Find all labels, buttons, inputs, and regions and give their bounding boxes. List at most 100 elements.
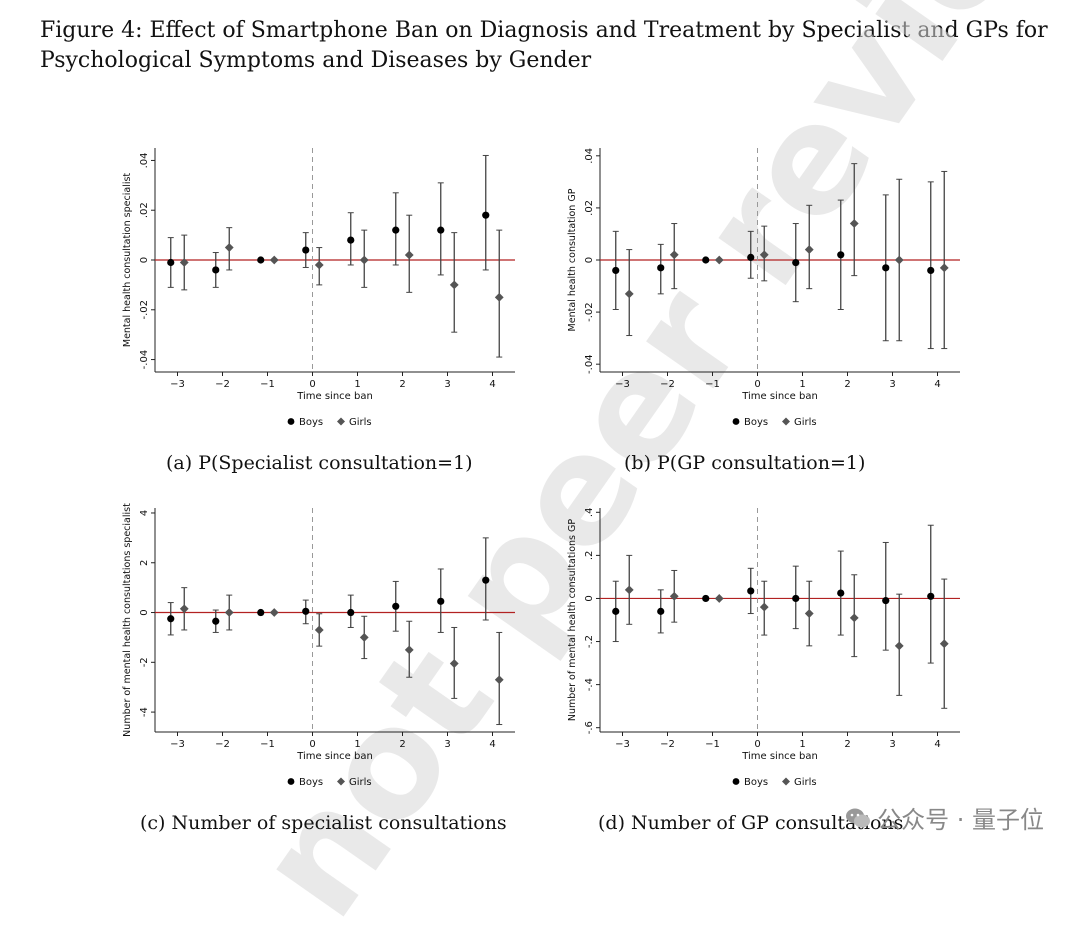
legend-girls-label: Girls xyxy=(349,777,372,788)
point-girls xyxy=(714,255,724,265)
point-boys xyxy=(167,258,175,267)
legend: Boys Girls xyxy=(732,777,817,788)
legend: Boys Girls xyxy=(732,417,817,428)
legend-boys-label: Boys xyxy=(299,417,323,428)
x-axis-label: Time since ban xyxy=(741,751,818,762)
x-tick-label: −1 xyxy=(260,739,275,750)
x-tick-label: −2 xyxy=(215,739,230,750)
y-tick-label: -.6 xyxy=(584,721,595,734)
y-tick-label: -.04 xyxy=(139,350,150,370)
legend-girls-label: Girls xyxy=(794,417,817,428)
y-tick-label: 2 xyxy=(139,560,150,566)
y-tick-label: .04 xyxy=(139,152,150,168)
figure-title: Figure 4: Effect of Smartphone Ban on Di… xyxy=(40,18,1048,73)
y-tick-label: .04 xyxy=(584,148,595,164)
x-axis-label: Time since ban xyxy=(296,391,373,402)
legend-girls-marker xyxy=(337,777,345,786)
chart-plot-specialist-count: -4 -2 0 2 4 −3 −2 −1 0 1 2 3 4 Time since ban Number o… xyxy=(122,503,515,788)
x-tick-label: 1 xyxy=(799,739,805,750)
caption-a: (a) P(Specialist consultation=1) xyxy=(166,452,473,474)
y-tick-label: -.02 xyxy=(139,300,150,320)
wechat-badge-text: 公众号 · 量子位 xyxy=(877,806,1044,834)
series-boys xyxy=(612,524,935,664)
wechat-logo-icon xyxy=(846,808,871,827)
point-boys xyxy=(482,576,490,584)
x-tick-label: 0 xyxy=(309,739,315,750)
legend-girls-label: Girls xyxy=(349,417,372,428)
legend-boys-marker xyxy=(732,778,740,785)
x-axis-label: Time since ban xyxy=(296,751,373,762)
y-tick-label: 4 xyxy=(139,510,150,516)
point-girls xyxy=(669,250,679,260)
x-tick-label: −3 xyxy=(615,739,630,750)
point-boys xyxy=(882,597,890,605)
y-tick-label: -.02 xyxy=(584,302,595,322)
legend: Boys Girls xyxy=(287,417,372,428)
point-girls xyxy=(849,613,859,623)
point-girls xyxy=(404,250,414,260)
series-girls xyxy=(179,587,504,726)
point-boys xyxy=(612,607,620,615)
point-boys xyxy=(837,251,845,259)
x-tick-label: −3 xyxy=(615,379,630,390)
x-tick-label: 3 xyxy=(444,739,450,750)
point-boys xyxy=(302,607,310,615)
x-tick-label: −3 xyxy=(170,379,185,390)
x-tick-label: 2 xyxy=(399,739,405,750)
point-boys xyxy=(927,266,935,275)
y-tick-label: .02 xyxy=(139,202,150,218)
legend-girls-marker xyxy=(337,417,345,426)
point-girls xyxy=(224,608,234,617)
legend-boys-label: Boys xyxy=(744,417,768,428)
chart-panel-specialist-probability: -.04 -.02 0 .02 .04 −3 −2 −1 0 1 2 3 4 Time since ban… xyxy=(100,140,540,440)
x-axis-label: Time since ban xyxy=(741,391,818,402)
point-girls xyxy=(359,633,369,642)
series-boys xyxy=(167,154,490,288)
point-boys xyxy=(347,608,355,617)
x-tick-label: 4 xyxy=(489,379,495,390)
point-boys xyxy=(392,226,400,234)
legend-girls-label: Girls xyxy=(794,777,817,788)
caption-d: (d) Number of GP consultations xyxy=(598,812,904,834)
point-boys xyxy=(702,256,710,264)
x-tick-label: −1 xyxy=(705,739,720,750)
x-tick-label: −2 xyxy=(215,379,230,390)
point-boys xyxy=(212,266,220,274)
point-girls xyxy=(269,255,279,265)
chart-plot-specialist-probability: -.04 -.02 0 .02 .04 −3 −2 −1 0 1 2 3 4 Time since ban… xyxy=(122,148,515,428)
y-axis-label: Mental health consultation GP xyxy=(567,188,578,331)
y-tick-label: .2 xyxy=(584,551,595,561)
y-tick-label: -4 xyxy=(139,707,150,717)
point-boys xyxy=(167,615,175,623)
point-girls xyxy=(449,280,459,290)
point-boys xyxy=(882,264,890,272)
x-tick-label: 0 xyxy=(754,379,760,390)
point-boys xyxy=(347,236,355,244)
point-boys xyxy=(212,617,220,625)
point-boys xyxy=(792,594,800,603)
legend-boys-marker xyxy=(732,418,740,425)
point-girls xyxy=(759,250,769,260)
x-tick-label: 2 xyxy=(844,739,850,750)
x-tick-label: −2 xyxy=(660,739,675,750)
point-boys xyxy=(437,597,445,605)
point-girls xyxy=(314,260,324,270)
point-girls xyxy=(849,219,859,228)
chart-panel-specialist-count: -4 -2 0 2 4 −3 −2 −1 0 1 2 3 4 Time since ban Number o… xyxy=(100,500,540,800)
x-tick-label: −3 xyxy=(170,739,185,750)
x-tick-label: −2 xyxy=(660,379,675,390)
legend-boys-label: Boys xyxy=(299,777,323,788)
y-tick-label: -.04 xyxy=(584,354,595,374)
wechat-badge: 公众号 · 量子位 xyxy=(845,800,1044,835)
point-boys xyxy=(257,256,265,264)
point-boys xyxy=(657,607,665,615)
point-boys xyxy=(612,266,620,275)
point-boys xyxy=(302,246,310,254)
point-boys xyxy=(482,211,490,219)
y-tick-label: .4 xyxy=(584,508,595,518)
x-tick-label: 1 xyxy=(799,379,805,390)
point-girls xyxy=(714,594,724,603)
x-tick-label: 0 xyxy=(754,739,760,750)
y-tick-label: -.4 xyxy=(584,678,595,691)
point-boys xyxy=(437,226,445,234)
